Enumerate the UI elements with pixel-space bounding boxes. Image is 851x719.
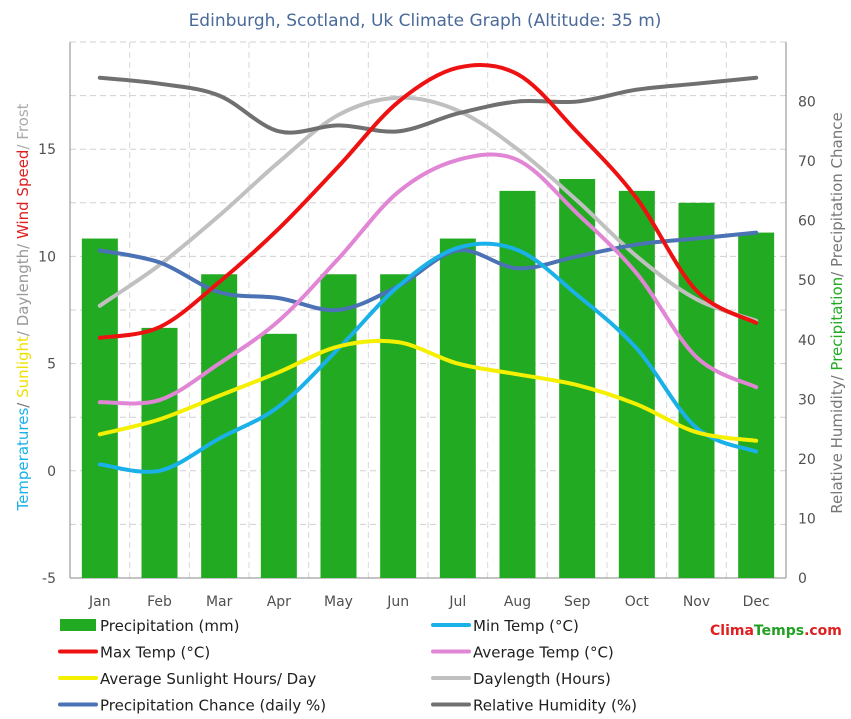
precipitation-bar xyxy=(81,238,118,579)
x-tick-label: Sep xyxy=(564,594,591,610)
y-tick-label-left: 10 xyxy=(38,249,56,265)
legend-item: Average Sunlight Hours/ Day xyxy=(58,670,316,688)
x-tick-label: Nov xyxy=(683,594,710,610)
x-tick-label: Oct xyxy=(625,594,650,610)
label-part: Temps xyxy=(754,623,804,639)
y-tick-label-right: 60 xyxy=(798,214,816,230)
series-line-daylength-hours xyxy=(97,95,759,323)
legend-item: Precipitation (mm) xyxy=(60,617,239,635)
x-tick-label: Mar xyxy=(206,594,233,610)
series-line-min-temp-c xyxy=(97,241,759,474)
precipitation-bar xyxy=(738,232,775,579)
precipitation-bar xyxy=(678,202,715,579)
y-tick-label-right: 30 xyxy=(798,392,816,408)
label-part: Precipitation xyxy=(828,277,846,371)
precipitation-bar xyxy=(559,178,596,578)
legend-item: Min Temp (°C) xyxy=(431,617,579,635)
legend-label: Daylength (Hours) xyxy=(473,670,611,688)
precipitation-bar xyxy=(439,238,476,579)
label-part: / Frost xyxy=(14,103,32,149)
legend-label: Relative Humidity (%) xyxy=(473,697,637,715)
x-tick-label: Jan xyxy=(88,594,111,610)
precipitation-bar xyxy=(618,190,655,578)
y-tick-label-right: 0 xyxy=(798,571,807,587)
precipitation-bar xyxy=(380,274,417,578)
legend-label: Average Temp (°C) xyxy=(473,644,614,662)
x-tick-label: Aug xyxy=(504,594,531,610)
series-line-relative-humidity xyxy=(97,75,759,135)
y-tick-label-right: 20 xyxy=(798,452,816,468)
brand-logo: ClimaTemps.com xyxy=(710,623,842,639)
label-part: / Daylength/ xyxy=(14,239,32,336)
legend-label: Max Temp (°C) xyxy=(100,644,210,662)
y-tick-label-left: -5 xyxy=(42,571,56,587)
y-tick-label-left: 0 xyxy=(47,464,56,480)
label-part: Temperatures xyxy=(14,408,32,512)
legend-label: Precipitation Chance (daily %) xyxy=(100,697,326,715)
label-part: / Precipitation Chance xyxy=(828,112,846,277)
label-part: .com xyxy=(804,623,842,639)
right-axis-label: Relative Humidity/ Precipitation/ Precip… xyxy=(828,112,846,513)
y-tick-label-right: 10 xyxy=(798,511,816,527)
label-part: Wind Speed xyxy=(14,150,32,240)
label-part: Sunlight xyxy=(14,336,32,398)
x-tick-label: Jul xyxy=(448,594,466,610)
legend-label: Precipitation (mm) xyxy=(100,617,239,635)
x-tick-label: May xyxy=(324,594,353,610)
legend-item: Precipitation Chance (daily %) xyxy=(58,697,326,715)
label-part: / xyxy=(14,398,32,408)
legend-item: Average Temp (°C) xyxy=(431,644,614,662)
series-line-average-temp-c xyxy=(97,152,759,406)
x-tick-label: Dec xyxy=(743,594,770,610)
y-tick-label-right: 40 xyxy=(798,333,816,349)
precipitation-bar xyxy=(201,274,238,578)
y-tick-label-right: 80 xyxy=(798,95,816,111)
precipitation-bar xyxy=(141,327,178,578)
y-tick-label-right: 70 xyxy=(798,154,816,170)
chart-title: Edinburgh, Scotland, Uk Climate Graph (A… xyxy=(189,11,662,31)
left-axis-label: Temperatures/ Sunlight/ Daylength/ Wind … xyxy=(14,103,32,511)
precipitation-bar xyxy=(320,274,357,578)
legend-label: Average Sunlight Hours/ Day xyxy=(100,670,316,688)
legend: Precipitation (mm) Min Temp (°C) Max Temp … xyxy=(58,617,637,715)
label-part: Relative Humidity/ xyxy=(828,371,846,514)
y-tick-label-left: 5 xyxy=(47,357,56,373)
y-tick-label-left: 15 xyxy=(38,142,56,158)
legend-item: Max Temp (°C) xyxy=(58,644,210,662)
series-line-average-sunlight-hours-day xyxy=(97,338,759,443)
x-tick-label: Jun xyxy=(386,594,409,610)
legend-swatch-bar xyxy=(60,619,96,631)
y-tick-label-right: 50 xyxy=(798,273,816,289)
legend-item: Daylength (Hours) xyxy=(431,670,611,688)
legend-label: Min Temp (°C) xyxy=(473,617,579,635)
plot-area: -5 0 5 10 15 0 10 20 30 40 50 60 70 80 Jan Feb Mar Apr May… xyxy=(38,41,816,610)
x-tick-label: Apr xyxy=(267,594,291,610)
precipitation-bar xyxy=(260,333,297,578)
legend-item: Relative Humidity (%) xyxy=(431,697,637,715)
label-part: Clima xyxy=(710,623,754,639)
series-line-max-temp-c xyxy=(97,62,759,340)
x-tick-label: Feb xyxy=(147,594,172,610)
